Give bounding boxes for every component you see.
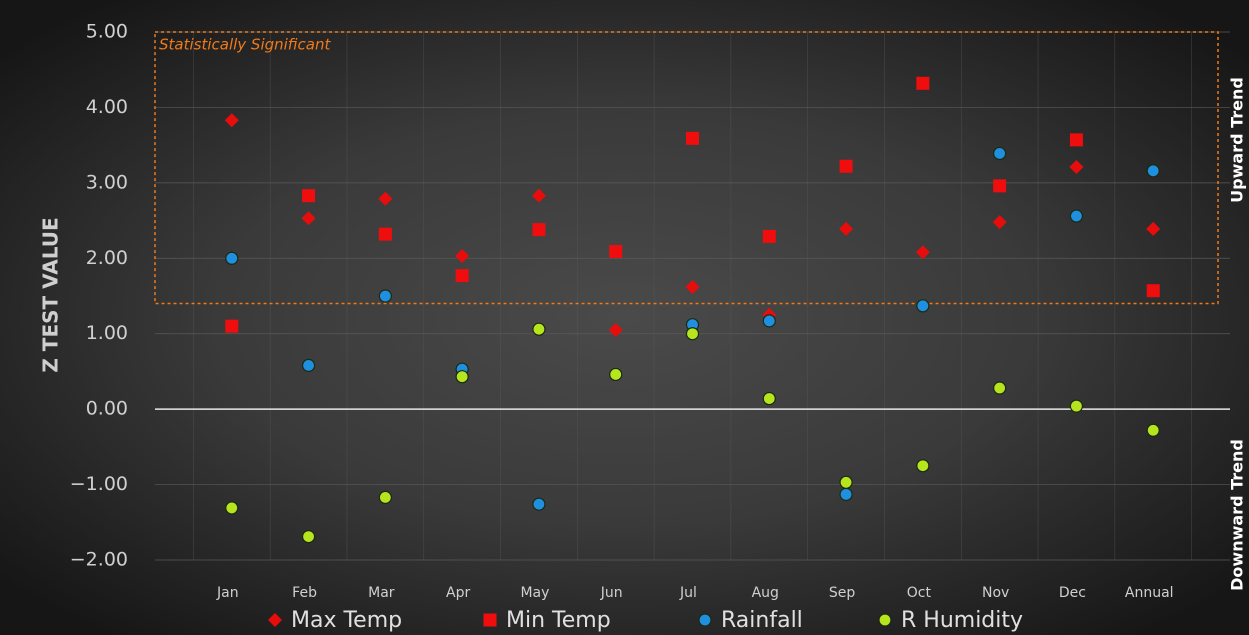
circle-marker (839, 475, 853, 489)
diamond-marker (839, 221, 854, 236)
circle-marker (378, 289, 392, 303)
square-marker (762, 229, 776, 243)
circle-marker (762, 314, 776, 328)
circle-marker (301, 358, 316, 372)
x-tick-label: Sep (829, 585, 856, 601)
circle-marker (532, 322, 546, 336)
legend-label: Rainfall (721, 608, 803, 633)
circle-marker (609, 367, 623, 382)
circle-marker (993, 381, 1007, 395)
square-marker (1069, 133, 1083, 147)
x-tick-label: Apr (446, 585, 470, 601)
y-tick-label: −1.00 (70, 473, 128, 495)
y-tick-label: 0.00 (86, 398, 128, 420)
diamond-marker (685, 279, 700, 294)
x-tick-label: Annual (1125, 585, 1174, 601)
circle-marker (993, 146, 1007, 161)
circle-marker (532, 497, 546, 511)
square-marker (916, 76, 930, 90)
circle-marker (916, 459, 930, 473)
x-tick-label: Dec (1059, 585, 1086, 601)
y-axis-label: Z TEST VALUE (39, 217, 63, 372)
circle-marker (225, 501, 239, 515)
x-tick-label: Mar (368, 585, 395, 601)
legend-label: Min Temp (506, 608, 611, 633)
square-marker (302, 189, 316, 203)
square-marker (609, 244, 623, 258)
legend-marker (268, 613, 282, 627)
legend-item: Max Temp (268, 608, 402, 633)
legend-item: Min Temp (483, 608, 611, 633)
circle-marker (685, 327, 700, 341)
y-tick-label: 1.00 (86, 322, 128, 344)
square-marker (532, 223, 546, 237)
legend-label: R Humidity (901, 608, 1023, 633)
circle-marker (1146, 164, 1160, 178)
legend-marker (878, 613, 892, 627)
x-tick-label: Aug (752, 585, 779, 601)
x-tick-label: Oct (907, 585, 932, 601)
y-tick-label: 3.00 (86, 171, 128, 193)
diamond-marker (301, 211, 316, 226)
circle-marker (839, 487, 853, 501)
diamond-marker (608, 322, 623, 337)
upward-label: Upward Trend (1228, 77, 1247, 203)
diamond-marker (1146, 221, 1161, 236)
significance-box (154, 31, 1219, 305)
circle-marker (1146, 423, 1160, 437)
x-tick-label: Jul (679, 585, 697, 601)
y-tick-label: 2.00 (86, 247, 128, 269)
legend-label: Max Temp (291, 608, 402, 633)
square-marker (993, 179, 1007, 193)
legend-marker (483, 613, 497, 627)
diamond-marker (224, 113, 239, 128)
x-tick-label: Jan (216, 585, 239, 601)
circle-marker (225, 251, 239, 265)
circle-marker (1069, 209, 1084, 223)
diamond-marker (378, 191, 393, 206)
y-tick-label: 5.00 (86, 21, 128, 43)
x-tick-label: Feb (292, 585, 317, 601)
x-tick-label: Jun (600, 585, 623, 601)
legend-marker (698, 613, 712, 627)
circle-marker (916, 299, 930, 313)
x-tick-label: Nov (982, 585, 1009, 601)
y-tick-label: −2.00 (70, 549, 128, 571)
circle-marker (1069, 399, 1084, 413)
circle-marker (301, 530, 316, 544)
downward-label: Downward Trend (1228, 439, 1247, 591)
square-marker (378, 227, 392, 241)
diamond-marker (531, 188, 546, 203)
legend-item: Rainfall (698, 608, 803, 633)
square-marker (839, 159, 853, 173)
diamond-marker (915, 245, 930, 260)
diamond-marker (455, 249, 470, 264)
circle-marker (762, 391, 776, 406)
significance-label: Statistically Significant (159, 36, 331, 54)
square-marker (225, 319, 239, 333)
circle-marker (378, 490, 392, 504)
legend-item: R Humidity (878, 608, 1023, 633)
square-marker (455, 269, 469, 283)
diamond-marker (992, 215, 1007, 230)
y-tick-label: 4.00 (86, 96, 128, 118)
diamond-marker (1069, 160, 1084, 175)
square-marker (1146, 284, 1160, 298)
square-marker (686, 131, 699, 145)
circle-marker (455, 370, 469, 384)
x-tick-label: May (520, 585, 549, 601)
